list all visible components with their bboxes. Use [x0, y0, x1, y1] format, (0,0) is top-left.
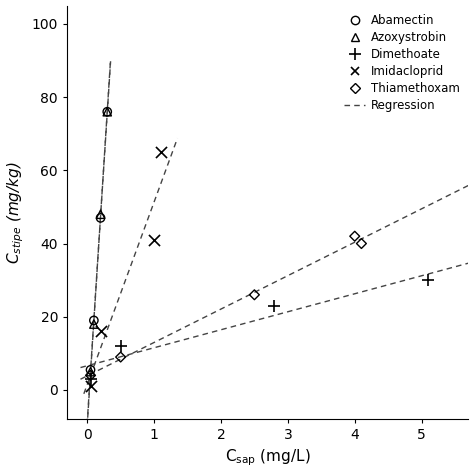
Point: [97, 328, 104, 335]
X-axis label: C$_\mathregular{sap}$ (mg/L): C$_\mathregular{sap}$ (mg/L): [225, 448, 310, 468]
Y-axis label: C$_\mathregular{stipe}$ (mg/kg): C$_\mathregular{stipe}$ (mg/kg): [6, 161, 26, 264]
Point: [157, 148, 164, 156]
Point: [271, 302, 278, 310]
Point: [357, 240, 365, 247]
Point: [87, 383, 94, 390]
Point: [117, 342, 124, 350]
Point: [150, 236, 158, 244]
Point: [103, 108, 111, 116]
Point: [117, 353, 124, 361]
Point: [87, 366, 94, 374]
Point: [251, 291, 258, 299]
Point: [97, 210, 104, 218]
Point: [351, 232, 358, 240]
Point: [97, 214, 104, 222]
Point: [103, 108, 111, 116]
Point: [87, 368, 94, 375]
Point: [87, 375, 94, 383]
Point: [425, 276, 432, 284]
Legend: Abamectin, Azoxystrobin, Dimethoate, Imidacloprid, Thiamethoxam, Regression: Abamectin, Azoxystrobin, Dimethoate, Imi…: [342, 11, 463, 115]
Point: [90, 317, 98, 324]
Point: [90, 320, 98, 328]
Point: [87, 372, 94, 379]
